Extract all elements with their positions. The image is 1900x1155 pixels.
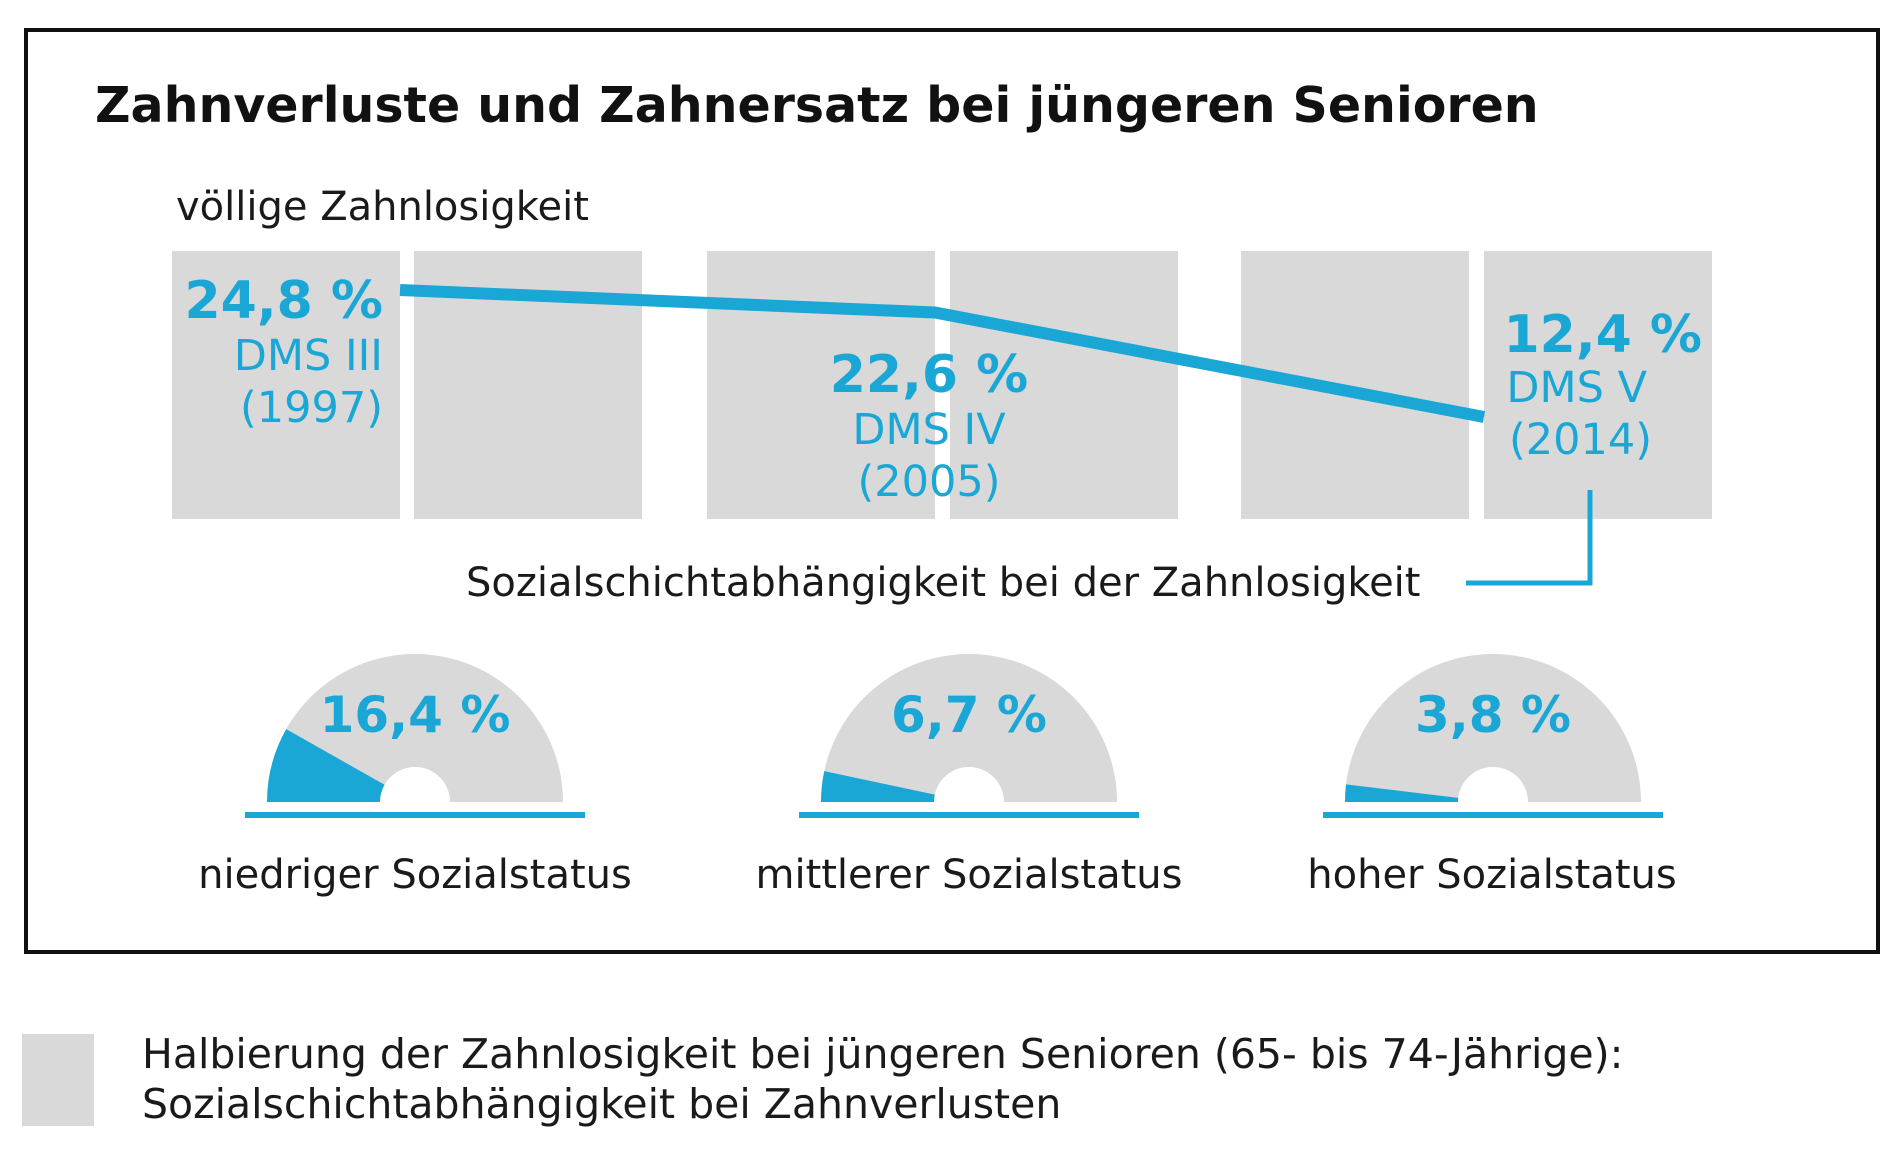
gauge-fill — [821, 771, 935, 802]
data-label: 24,8 % — [184, 271, 383, 331]
point-label-2005: 22,6 % DMS IV (2005) — [830, 345, 1029, 507]
gauge-fill — [267, 729, 385, 802]
gauge-label: niedriger Sozialstatus — [198, 852, 632, 898]
gauge-section-title: Sozialschichtabhängigkeit bei der Zahnlo… — [466, 560, 1420, 606]
gauge: 16,4 % — [245, 654, 585, 818]
gauge-fill — [1345, 784, 1459, 802]
background-blocks — [172, 251, 1712, 519]
gauge-track — [1345, 654, 1641, 802]
study-label: DMS V — [1506, 363, 1647, 413]
gauge-track — [821, 654, 1117, 802]
data-label: 12,4 % — [1503, 305, 1702, 365]
gauge-label: mittlerer Sozialstatus — [755, 852, 1182, 898]
bg-block — [172, 251, 400, 519]
gauge-baseline — [1323, 812, 1663, 818]
bg-block — [1241, 251, 1469, 519]
bg-block — [950, 251, 1178, 519]
legend-swatch — [22, 1034, 94, 1126]
gauge-label: hoher Sozialstatus — [1307, 852, 1676, 898]
gauge-baseline — [799, 812, 1139, 818]
gauge-value-label: 6,7 % — [891, 686, 1047, 744]
study-label: DMS IV — [852, 405, 1006, 455]
bg-block — [707, 251, 935, 519]
gauges: 16,4 % 6,7 % 3,8 % — [245, 654, 1663, 818]
year-label: (2014) — [1509, 415, 1652, 465]
connector-line — [1466, 490, 1593, 586]
gauge: 6,7 % — [799, 654, 1139, 818]
series-line — [399, 284, 1486, 423]
chart-title: Zahnverluste und Zahnersatz bei jüngeren… — [95, 77, 1539, 134]
legend-line-1: Halbierung der Zahnlosigkeit bei jüngere… — [142, 1030, 1623, 1078]
line-chart-title: völlige Zahnlosigkeit — [176, 184, 589, 230]
point-label-1997: 24,8 % DMS III (1997) — [184, 271, 383, 433]
year-label: (1997) — [240, 383, 383, 433]
gauge-value-label: 16,4 % — [320, 686, 511, 744]
data-label: 22,6 % — [830, 345, 1029, 405]
legend-line-2: Sozialschichtabhängigkeit bei Zahnverlus… — [142, 1080, 1061, 1128]
gauge-baseline — [245, 812, 585, 818]
bg-block — [1484, 251, 1712, 519]
point-label-2014: 12,4 % DMS V (2014) — [1503, 305, 1702, 465]
gauge-value-label: 3,8 % — [1415, 686, 1571, 744]
gauge: 3,8 % — [1323, 654, 1663, 818]
study-label: DMS III — [234, 331, 383, 381]
year-label: (2005) — [858, 457, 1001, 507]
